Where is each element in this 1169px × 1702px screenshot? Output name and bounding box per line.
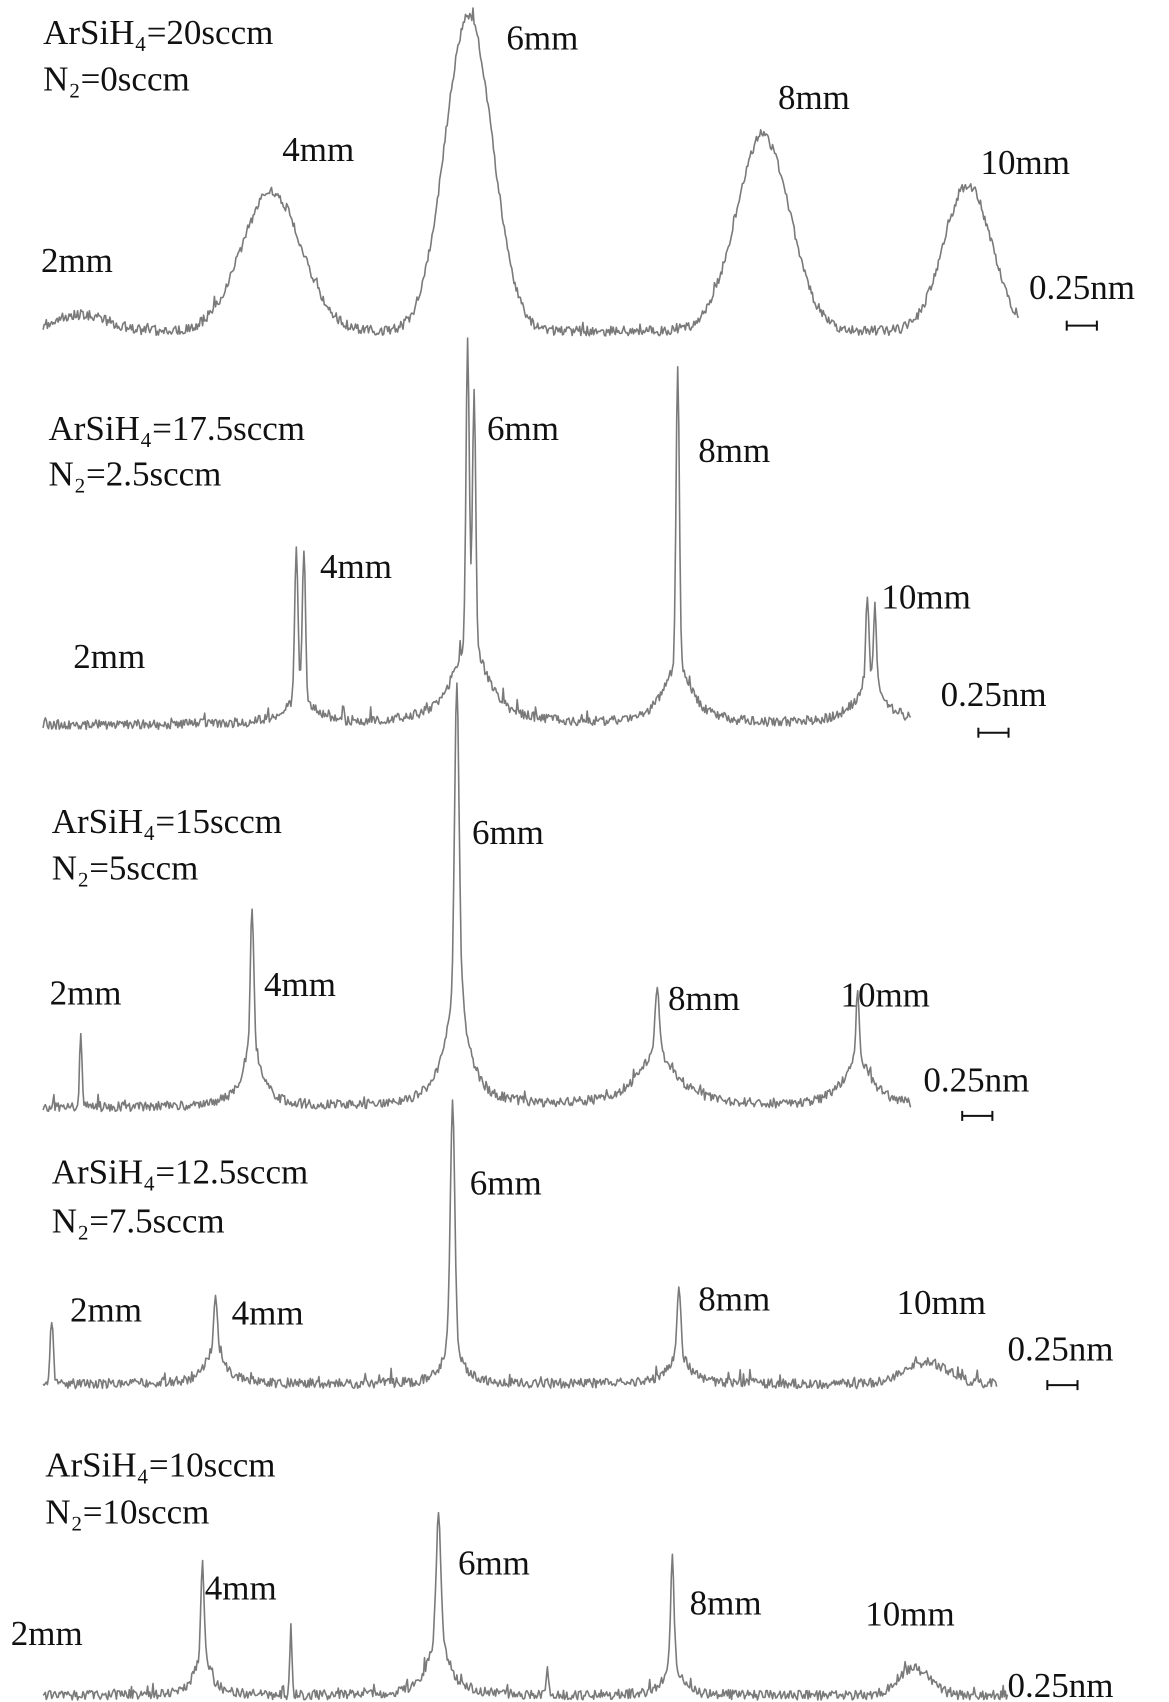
peak-label: 4mm: [232, 1294, 304, 1333]
peak-label: 6mm: [487, 409, 559, 448]
condition-label: N₂=0sccm: [43, 60, 190, 99]
peak-label: 2mm: [70, 1290, 142, 1329]
spectrum-trace: [42, 682, 912, 1113]
peak-label: 8mm: [778, 78, 850, 117]
scale-label: 0.25nm: [1029, 268, 1135, 307]
spectrum-trace: [42, 1099, 998, 1390]
peak-label: 10mm: [881, 577, 970, 616]
condition-label: N₂=2.5sccm: [48, 455, 221, 494]
peak-label: 4mm: [264, 965, 336, 1004]
spectrum-panel: ArSiH₄=17.5sccm N₂=2.5sccm 2mm 4mm 6mm 8mm 10m…: [42, 337, 1047, 738]
peak-label: 10mm: [981, 143, 1070, 182]
spectrum-panel: ArSiH₄=15sccm N₂=5sccm 2mm 4mm 6mm 8mm 10mm 0.2…: [42, 682, 1029, 1121]
spectrum-trace: [42, 1511, 1009, 1701]
condition-label: N₂=7.5sccm: [52, 1201, 225, 1240]
scale-label: 0.25nm: [1007, 1666, 1113, 1702]
condition-label: ArSiH₄=10sccm: [45, 1446, 275, 1485]
condition-label: ArSiH₄=12.5sccm: [52, 1153, 309, 1192]
peak-label: 2mm: [73, 637, 145, 676]
peak-label: 2mm: [41, 241, 113, 280]
peak-label: 8mm: [668, 979, 740, 1018]
peak-label: 6mm: [458, 1543, 530, 1582]
peak-label: 10mm: [896, 1283, 985, 1322]
peak-label: 10mm: [865, 1594, 954, 1633]
scale-label: 0.25nm: [941, 675, 1047, 714]
scale-label: 0.25nm: [1007, 1330, 1113, 1369]
peak-label: 10mm: [840, 976, 929, 1015]
scale-label: 0.25nm: [923, 1060, 1029, 1099]
peak-label: 8mm: [690, 1584, 762, 1623]
condition-label: ArSiH₄=15sccm: [52, 802, 282, 841]
condition-label: ArSiH₄=20sccm: [43, 13, 273, 52]
peak-label: 4mm: [282, 130, 354, 169]
spectrum-trace: [42, 337, 912, 731]
condition-label: N₂=10sccm: [45, 1492, 209, 1531]
peak-label: 4mm: [320, 547, 392, 586]
spectrum-panel: ArSiH₄=12.5sccm N₂=7.5sccm 2mm 4mm 6mm 8mm 10m…: [42, 1099, 1113, 1391]
peak-label: 6mm: [472, 813, 544, 852]
condition-label: N₂=5sccm: [52, 849, 199, 888]
peak-label: 2mm: [11, 1614, 83, 1653]
spectrum-trace: [42, 7, 1019, 337]
peak-label: 2mm: [50, 974, 122, 1013]
peak-label: 8mm: [698, 1280, 770, 1319]
spectrum-panel: ArSiH₄=10sccm N₂=10sccm 2mm 4mm 6mm 8mm 10mm 0.…: [11, 1446, 1114, 1702]
peak-label: 6mm: [470, 1163, 542, 1202]
condition-label: ArSiH₄=17.5sccm: [48, 409, 305, 448]
peak-label: 6mm: [506, 18, 578, 57]
peak-label: 8mm: [698, 431, 770, 470]
spectrum-panel: ArSiH₄=20sccm N₂=0sccm 2mm 4mm 6mm 8mm 10mm 0.2…: [41, 7, 1135, 337]
peak-label: 4mm: [205, 1568, 277, 1607]
